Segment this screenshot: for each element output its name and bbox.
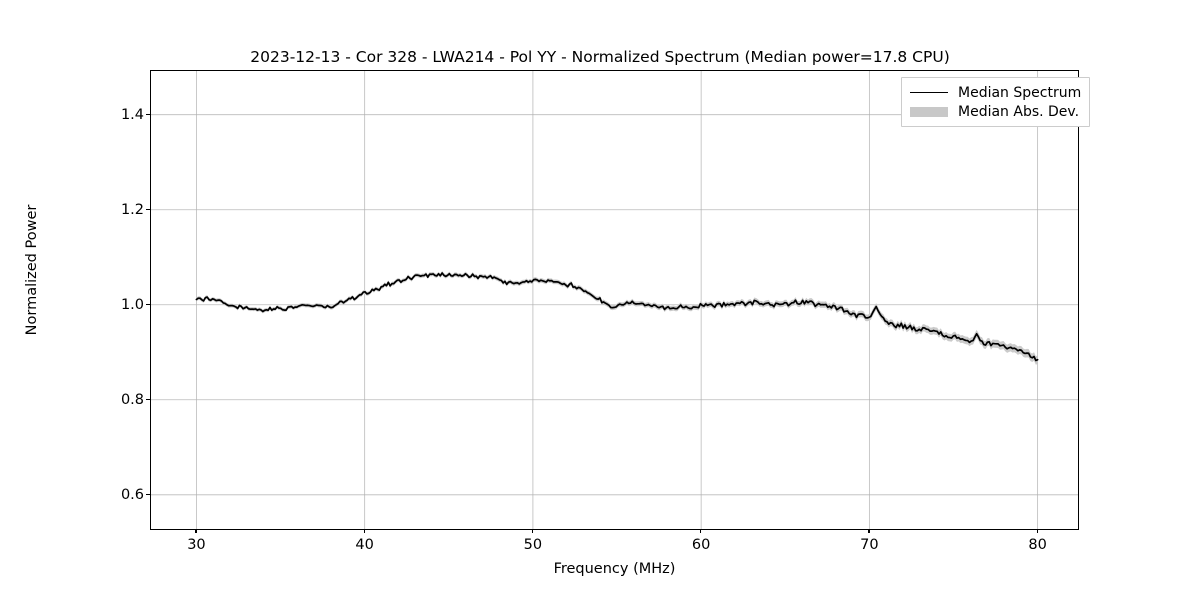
x-tick-mark bbox=[195, 529, 197, 533]
x-tick-label: 60 bbox=[691, 537, 711, 553]
x-axis-tick-labels: 30 40 50 60 70 80 bbox=[150, 537, 1079, 559]
y-tick-label: 1.2 bbox=[120, 201, 144, 218]
legend-item-median-spectrum: Median Spectrum bbox=[909, 83, 1081, 102]
x-tick-mark bbox=[700, 529, 702, 533]
x-tick-label: 40 bbox=[355, 537, 374, 553]
x-tick-mark bbox=[868, 529, 870, 533]
legend-label-median-spectrum: Median Spectrum bbox=[958, 84, 1082, 101]
plot-area bbox=[150, 70, 1079, 530]
median-abs-dev-band bbox=[196, 270, 1038, 365]
y-axis-label: Normalized Power bbox=[24, 204, 40, 336]
x-tick-label: 70 bbox=[860, 537, 879, 553]
x-tick-label: 50 bbox=[523, 537, 543, 553]
x-tick-mark bbox=[363, 529, 365, 533]
legend-line-key-icon bbox=[909, 86, 949, 100]
x-tick-label: 80 bbox=[1028, 537, 1047, 553]
chart-title: 2023-12-13 - Cor 328 - LWA214 - Pol YY -… bbox=[250, 48, 950, 66]
y-tick-mark bbox=[146, 208, 150, 211]
y-tick-mark bbox=[146, 303, 150, 306]
spectrum-plot bbox=[151, 71, 1078, 529]
y-tick-mark bbox=[146, 398, 150, 401]
x-axis-label: Frequency (MHz) bbox=[553, 561, 676, 577]
y-tick-label: 0.6 bbox=[120, 486, 144, 503]
x-tick-mark bbox=[1036, 529, 1038, 533]
legend: Median Spectrum Median Abs. Dev. bbox=[901, 77, 1091, 127]
median-spectrum-line bbox=[195, 272, 1039, 362]
y-tick-mark bbox=[146, 493, 150, 496]
y-tick-label: 1.0 bbox=[120, 296, 144, 313]
y-tick-label: 0.8 bbox=[120, 391, 144, 408]
legend-item-median-abs-dev: Median Abs. Dev. bbox=[909, 102, 1081, 121]
legend-patch-key-icon bbox=[909, 105, 949, 119]
y-axis-tick-labels: 0.6 0.8 1.0 1.2 1.4 bbox=[92, 70, 144, 530]
x-tick-label: 30 bbox=[187, 537, 206, 553]
legend-label-median-abs-dev: Median Abs. Dev. bbox=[958, 103, 1080, 120]
x-tick-mark bbox=[531, 529, 534, 533]
grid-lines bbox=[151, 71, 1078, 529]
y-tick-label: 1.4 bbox=[120, 106, 144, 123]
y-tick-mark bbox=[146, 113, 150, 115]
